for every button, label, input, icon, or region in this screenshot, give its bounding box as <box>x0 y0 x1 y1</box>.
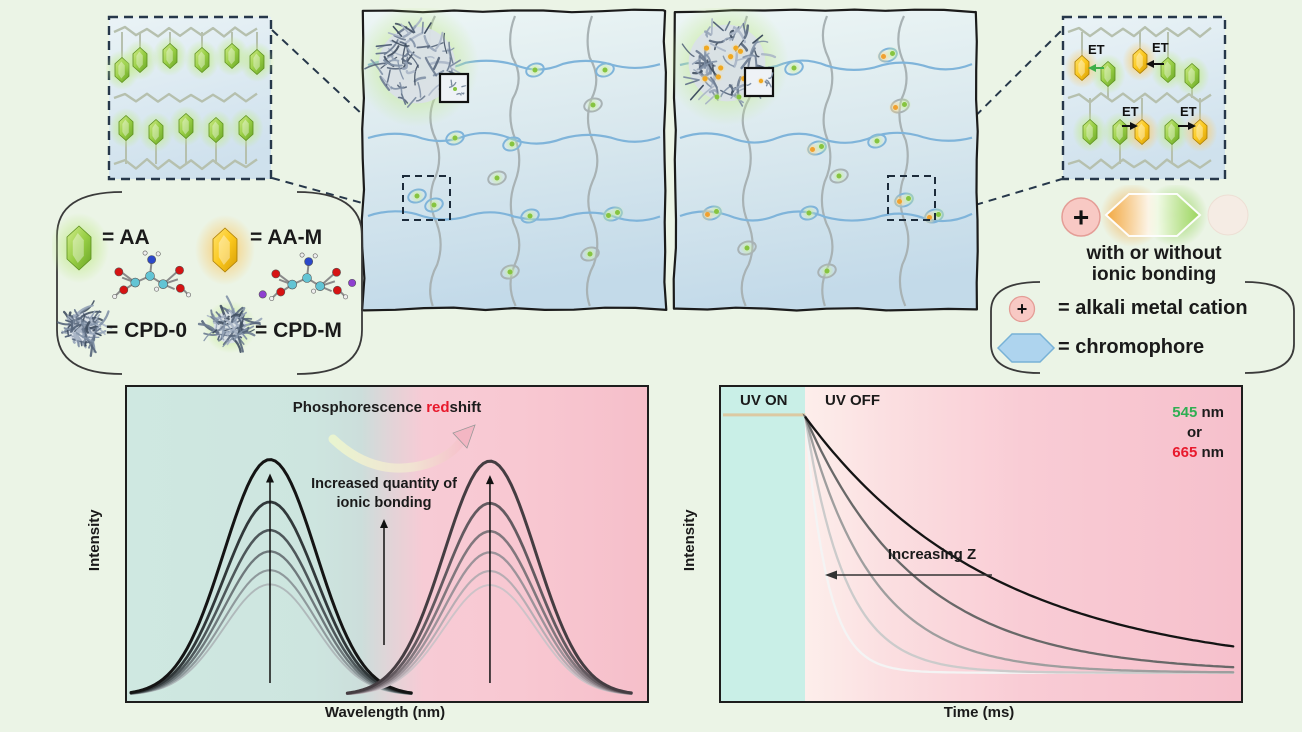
cation-plus-sign: + <box>1017 299 1028 319</box>
inset-network-energy-transfer: ET ET ET ET <box>1061 15 1227 181</box>
decay-curves <box>723 413 1235 674</box>
legend-label-chromophore: = chromophore <box>1058 336 1205 358</box>
spectra-curves <box>129 424 633 696</box>
uv-off-label: UV OFF <box>825 392 880 409</box>
legend-caption-line1: with or without <box>1086 243 1222 264</box>
legend-caption-line2: ionic bonding <box>1091 264 1217 285</box>
inset-network-aa-only <box>106 15 274 181</box>
et-label: ET <box>1180 104 1197 119</box>
legend-label-aam: = AA-M <box>250 226 323 249</box>
legend-left-glyphs <box>52 191 363 375</box>
uv-on-label: UV ON <box>740 392 788 409</box>
et-label: ET <box>1088 42 1105 57</box>
decay-ylabel: Intensity <box>680 509 698 572</box>
spectra-ylabel: Intensity <box>85 509 103 572</box>
legend-label-aa: = AA <box>102 226 150 249</box>
decay-xlabel: Time (ms) <box>943 704 1015 721</box>
spectra-xlabel: Wavelength (nm) <box>324 704 446 721</box>
hydrogel-panel-cpd0 <box>360 8 668 312</box>
wavelength-665-label: 665 nm <box>1172 444 1224 461</box>
et-label: ET <box>1122 104 1139 119</box>
spectra-annotation-line2: ionic bonding <box>336 495 432 511</box>
decay-annotation: Increasing Z <box>887 546 977 563</box>
spectra-annotation-line1: Increased quantity of <box>311 476 457 492</box>
plus-sign: + <box>1073 202 1089 233</box>
legend-label-cpdm: = CPD-M <box>255 319 342 342</box>
legend-label-cation: = alkali metal cation <box>1058 297 1248 319</box>
legend-label-cpd0: = CPD-0 <box>106 319 188 342</box>
decay-plot: UV ON UV OFF 545 nm or 665 nm Increasing… <box>719 385 1243 703</box>
spectra-title: Phosphorescence redshift <box>292 399 482 416</box>
hydrogel-panel-cpdm <box>672 8 979 312</box>
wavelength-545-label: 545 nm <box>1172 404 1224 421</box>
wavelength-or-label: or <box>1187 424 1202 441</box>
legend-right-glyphs: ++ <box>990 185 1295 374</box>
et-label: ET <box>1152 40 1169 55</box>
spectra-plot: Phosphorescence redshift Increased quant… <box>125 385 649 703</box>
